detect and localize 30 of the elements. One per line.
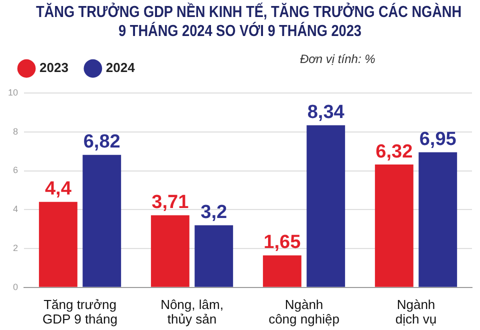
bar	[150, 215, 190, 287]
data-label: 3,2	[200, 202, 228, 223]
legend-label: 2023	[40, 60, 68, 76]
bar	[82, 154, 122, 287]
bar	[306, 125, 346, 287]
y-tick-label: 6	[12, 165, 18, 176]
data-label: 6,32	[376, 141, 413, 162]
text: Đơn vị tính: %	[300, 52, 376, 66]
data-label: 8,34	[307, 102, 345, 124]
data-label: 4,4	[44, 178, 72, 200]
data-label: 6,95	[419, 129, 457, 150]
data-label: 1,65	[264, 232, 302, 254]
y-tick-label: 10	[8, 87, 18, 98]
y-tick-label: 0	[12, 282, 18, 292]
y-tick-label: 8	[12, 126, 18, 136]
bar	[374, 164, 414, 287]
data-label: 3,71	[152, 192, 190, 214]
y-tick-label: 4	[12, 204, 18, 214]
x-tick-label: Nông, lâm, thủy sản	[160, 297, 224, 326]
x-tick-label: Tăng trưởng GDP 9 tháng	[42, 297, 118, 326]
x-tick-label: Ngành dịch vụ	[395, 297, 437, 326]
data-label: 6,82	[83, 132, 120, 153]
bar	[194, 225, 234, 287]
bar	[418, 152, 458, 287]
bar	[38, 202, 78, 287]
legend-label: 2024	[106, 60, 136, 76]
chart-title: TĂNG TRƯỞNG GDP NỀN KINH TẾ, TĂNG TRƯỞNG CÁC NGÀNH 9 THÁNG 2024 SO VỚI 9 THÁNG 2023	[36, 2, 462, 42]
x-tick-label: Ngành công nghiệp	[268, 297, 340, 326]
y-tick-label: 2	[12, 243, 18, 254]
bar	[262, 255, 302, 287]
